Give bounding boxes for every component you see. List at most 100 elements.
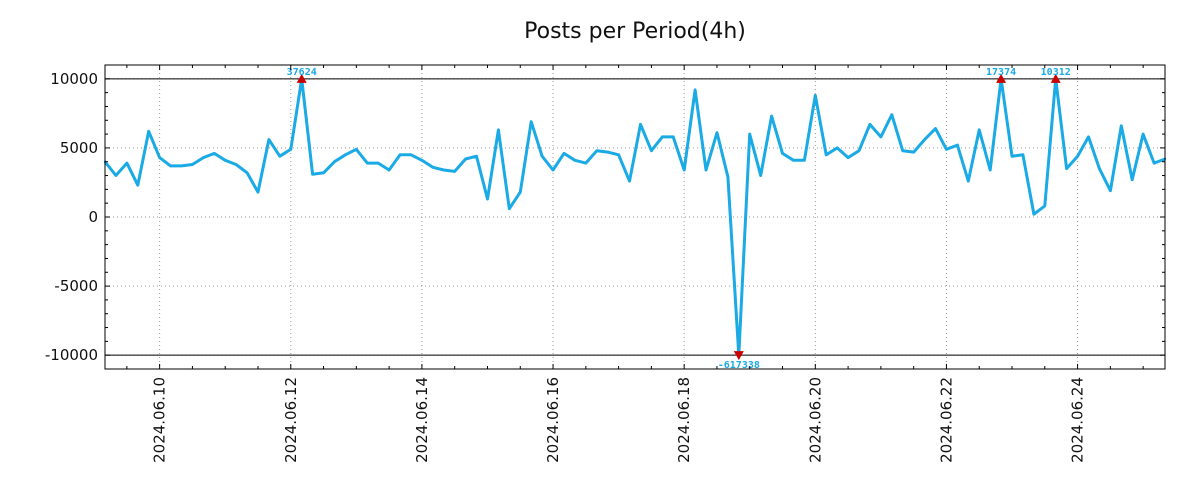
data-point (420, 159, 424, 162)
data-point (366, 161, 369, 165)
y-tick-label: 10000 (50, 70, 98, 88)
data-point (245, 171, 249, 174)
x-tick-label: 2024.06.12 (282, 377, 300, 463)
data-point (213, 152, 216, 155)
x-tick-label: 2024.06.24 (1069, 377, 1087, 463)
data-point (180, 164, 183, 168)
reference-lines (105, 78, 1165, 356)
data-point (978, 128, 981, 132)
data-point (453, 170, 456, 173)
data-point (125, 161, 129, 165)
data-point (748, 132, 751, 136)
series-line (103, 77, 1166, 357)
data-point (1076, 155, 1079, 158)
data-point (1098, 167, 1101, 170)
data-point (147, 130, 150, 133)
data-point (1131, 178, 1134, 181)
data-point (1087, 135, 1090, 139)
extreme-marker (996, 73, 1007, 83)
x-tick-label: 2024.06.14 (413, 377, 431, 463)
data-point (967, 179, 970, 183)
data-point (114, 174, 118, 177)
data-point (1152, 161, 1156, 165)
data-point (409, 153, 413, 157)
data-point (814, 94, 817, 97)
y-tick-label: -10000 (45, 346, 98, 364)
y-tick-label: 5000 (60, 139, 98, 157)
data-point (672, 135, 675, 139)
x-tick-label: 2024.06.22 (937, 377, 955, 463)
data-point (267, 138, 271, 141)
data-point (639, 123, 642, 126)
data-point (256, 190, 260, 194)
series-layer (103, 77, 1167, 357)
data-point (540, 155, 544, 158)
x-axis: 2024.06.10 2024.06.12 2024.06.14 2024.06.16… (126, 65, 1144, 463)
data-point (857, 149, 861, 152)
y-tick-label: -5000 (54, 277, 98, 295)
data-point (355, 148, 358, 151)
data-point (934, 127, 937, 130)
data-point (1065, 167, 1068, 170)
data-point (825, 153, 828, 157)
data-point (322, 171, 325, 174)
data-point (234, 163, 238, 166)
data-point (475, 155, 478, 158)
data-point (682, 168, 686, 172)
data-point (224, 159, 227, 162)
data-point (988, 168, 992, 172)
data-point (912, 150, 915, 154)
data-point (376, 161, 380, 165)
data-point (464, 157, 467, 161)
data-point (398, 153, 402, 157)
data-point (1109, 189, 1112, 192)
data-point (344, 153, 347, 157)
data-point (726, 175, 730, 179)
data-point (715, 131, 719, 134)
annotation-label: 37624 (287, 67, 317, 78)
data-point (311, 172, 314, 176)
extreme-marker (733, 351, 744, 361)
data-point (1141, 132, 1145, 136)
data-point (1021, 153, 1025, 157)
x-tick-label: 2024.06.18 (675, 377, 693, 463)
data-point (704, 168, 708, 172)
data-point (693, 88, 697, 92)
data-point (595, 149, 598, 152)
data-point (835, 146, 839, 150)
data-point (431, 166, 435, 169)
data-point (868, 123, 872, 126)
extreme-marker (296, 73, 307, 83)
data-point (442, 168, 445, 172)
data-point (846, 156, 850, 159)
data-point (529, 120, 533, 123)
data-point (759, 174, 762, 177)
data-point (661, 135, 664, 139)
data-point (551, 168, 555, 172)
extreme-marker (1050, 73, 1061, 83)
data-point (584, 161, 588, 165)
annotation-label: -617338 (718, 360, 760, 371)
data-point (562, 152, 566, 155)
data-point (1010, 155, 1014, 158)
data-point (650, 149, 653, 152)
data-point (1120, 124, 1123, 128)
data-point (289, 148, 292, 151)
chart-title: Posts per Period(4h) (524, 19, 746, 44)
y-axis: 10000 5000 0 -5000 -10000 (45, 64, 1165, 370)
data-point (387, 168, 391, 172)
data-point (617, 153, 620, 157)
data-point (278, 155, 282, 158)
x-tick-label: 2024.06.10 (151, 377, 169, 463)
extreme-markers: 37624 -617338 17374 10312 (287, 67, 1071, 371)
data-point (879, 135, 883, 139)
data-point (486, 197, 489, 201)
data-point (606, 150, 609, 154)
data-point (956, 143, 959, 147)
data-point (792, 159, 795, 162)
annotation-label: 10312 (1041, 67, 1071, 78)
data-point (497, 128, 500, 132)
data-point (923, 138, 926, 141)
data-point (781, 152, 784, 155)
